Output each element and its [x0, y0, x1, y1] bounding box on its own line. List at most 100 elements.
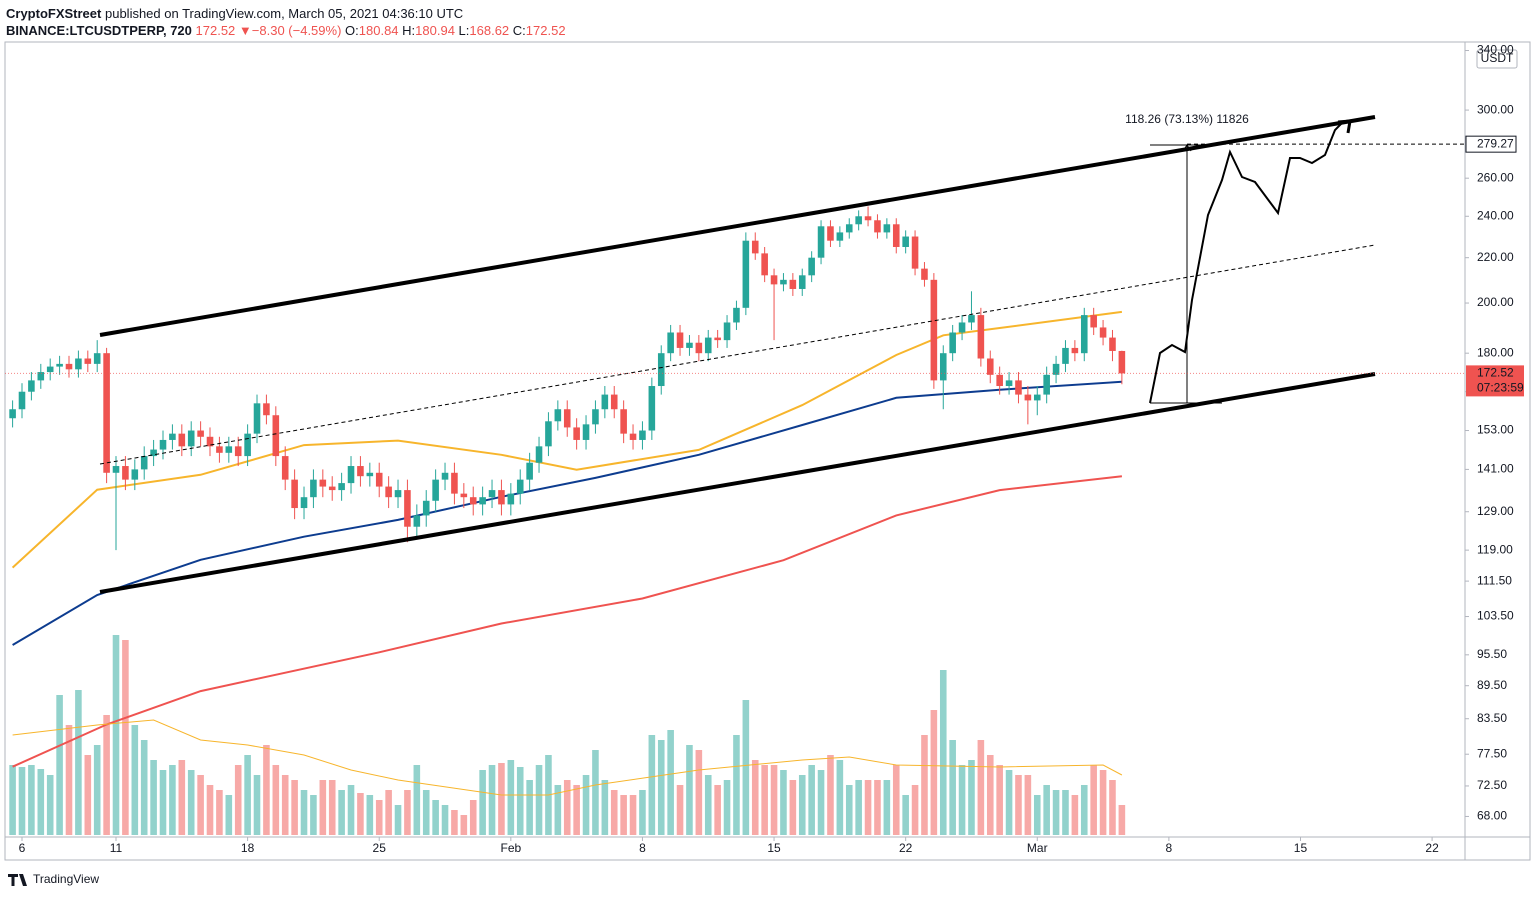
y-tick-label: 200.00	[1477, 295, 1514, 309]
o-label: O:	[345, 23, 359, 38]
candle-body	[1080, 315, 1088, 354]
volume-bar	[281, 775, 289, 835]
candle-body	[469, 497, 477, 505]
volume-bar	[723, 780, 731, 835]
candle-body	[986, 358, 994, 375]
target-box	[1465, 135, 1517, 153]
y-tick-label: 89.50	[1477, 678, 1507, 692]
l-value: 168.62	[469, 23, 510, 38]
volume-bar	[103, 715, 110, 835]
volume-bar	[742, 700, 750, 835]
candle-body	[827, 226, 834, 241]
volume-bar	[84, 755, 92, 835]
x-tick-label: 8	[639, 841, 646, 855]
candle-body	[187, 430, 195, 447]
candle-body	[169, 433, 176, 440]
volume-bar	[1118, 805, 1126, 835]
candle-body	[874, 220, 881, 233]
candle-body	[432, 479, 439, 501]
candle-body	[601, 394, 609, 410]
candle-body	[56, 363, 63, 367]
l-label: L:	[458, 23, 470, 38]
last-price: 172.52	[195, 23, 236, 38]
last-price-box	[1466, 365, 1524, 397]
candle-body	[281, 456, 289, 480]
candle-body	[18, 391, 26, 410]
x-tick-label: 8	[1166, 841, 1173, 855]
y-tick-label: 300.00	[1477, 102, 1514, 116]
candle-body	[545, 421, 552, 447]
volume-bar	[968, 760, 975, 835]
volume-bar	[357, 793, 364, 835]
candle-body	[968, 315, 975, 323]
candle-body	[338, 483, 345, 491]
volume-bar	[761, 765, 768, 835]
candle-body	[300, 497, 308, 509]
volume-bar	[582, 775, 590, 835]
footer-brand: TradingView	[33, 872, 99, 886]
y-tick-label: 240.00	[1477, 208, 1514, 222]
candle-body	[347, 466, 355, 484]
candle-body	[216, 446, 223, 453]
candle-body	[845, 224, 853, 233]
ma-line	[12, 719, 1123, 796]
candle-body	[639, 430, 646, 440]
candle-body	[1118, 350, 1126, 374]
y-tick-label: 68.00	[1477, 809, 1507, 823]
candle-body	[507, 493, 515, 505]
frame	[4, 41, 1531, 861]
candle-body	[939, 353, 947, 381]
h-value: 180.94	[415, 23, 455, 38]
candle-body	[263, 403, 270, 416]
candle-body	[225, 446, 233, 453]
candle-body	[310, 479, 317, 498]
ma-line	[12, 475, 1123, 768]
volume-bar	[300, 790, 308, 835]
y-tick-label: 83.50	[1477, 711, 1507, 725]
measure-arrow	[1182, 144, 1192, 152]
volume-bar	[808, 765, 815, 835]
volume-bar	[347, 785, 355, 835]
candle-body	[676, 332, 684, 348]
volume-bar	[460, 815, 468, 835]
y-tick-label: 72.50	[1477, 778, 1507, 792]
volume-bar	[554, 785, 562, 835]
volume-bar	[1052, 790, 1060, 835]
volume-bar	[375, 800, 383, 835]
candle-body	[977, 315, 985, 359]
volume-bar	[949, 740, 956, 835]
candle-body	[686, 342, 693, 348]
volume-bar	[789, 780, 797, 835]
candle-body	[742, 240, 750, 308]
volume-bar	[291, 780, 298, 835]
volume-bar	[639, 790, 646, 835]
candle-body	[498, 490, 505, 505]
x-tick-label: 22	[1425, 841, 1439, 855]
volume-bar	[93, 745, 101, 835]
candle-body	[1052, 363, 1060, 375]
candle-body	[554, 409, 562, 422]
candle-body	[253, 403, 261, 434]
candle-body	[28, 380, 35, 392]
drawings	[99, 115, 1376, 594]
volume-bar	[244, 755, 251, 835]
volume-bar	[206, 785, 214, 835]
candle-body	[65, 363, 73, 370]
volume-bar	[563, 780, 571, 835]
candle-body	[1024, 394, 1032, 401]
publish-line: CryptoFXStreet published on TradingView.…	[6, 5, 566, 22]
candle-body	[451, 472, 458, 494]
volume-bar	[845, 785, 853, 835]
ma-line	[12, 380, 1122, 646]
volume-bar	[75, 690, 82, 835]
volume-bar	[1033, 795, 1041, 835]
candle-body	[206, 436, 214, 447]
candle-body	[178, 433, 186, 447]
volume-bar	[1080, 785, 1088, 835]
candle-body	[244, 433, 251, 457]
volume-bar	[1090, 765, 1097, 835]
candle-body	[704, 337, 712, 354]
candle-body	[93, 353, 101, 364]
candle-body	[780, 279, 787, 285]
